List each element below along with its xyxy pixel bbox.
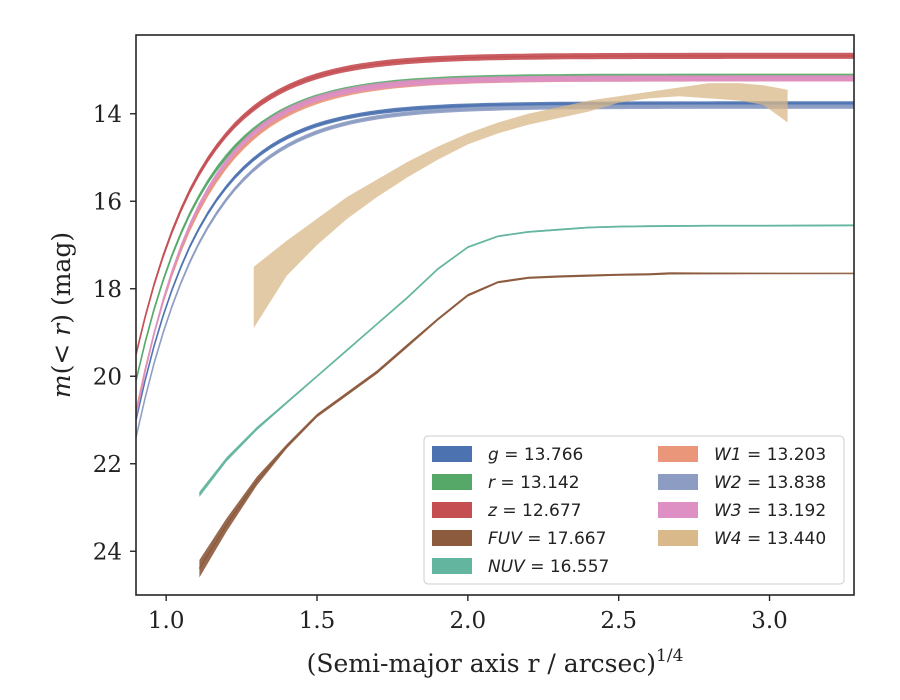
series-nuv — [198, 224, 854, 497]
y-tick-label: 22 — [93, 452, 122, 478]
series-w4 — [253, 83, 788, 329]
legend-label: NUV = 16.557 — [488, 557, 609, 577]
legend-frame — [423, 435, 845, 585]
series-z — [136, 52, 854, 358]
series-line — [198, 272, 854, 570]
y-tick-label: 20 — [93, 364, 122, 390]
legend-swatch — [658, 530, 698, 546]
x-tick-label: 1.5 — [299, 608, 336, 634]
legend-swatch — [432, 446, 472, 462]
legend-swatch — [432, 558, 472, 574]
x-axis: 1.0 1.5 2.0 2.5 3.0 — [148, 595, 788, 634]
legend-label: W2 = 13.838 — [714, 473, 826, 493]
series-g — [136, 101, 854, 423]
legend-item-fuv: FUV = 17.667 — [432, 529, 606, 549]
legend-item-nuv: NUV = 16.557 — [432, 557, 609, 577]
series-w3 — [136, 75, 854, 419]
legend-label: FUV = 17.667 — [488, 529, 606, 549]
x-axis-title: (Semi-major axis r / arcsec)1/4 — [307, 646, 684, 678]
legend-item-w3: W3 = 13.192 — [658, 501, 826, 521]
x-tick-label: 2.0 — [450, 608, 487, 634]
legend-item-r: r = 13.142 — [432, 473, 580, 493]
legend-item-w1: W1 = 13.203 — [658, 445, 826, 465]
legend-item-w4: W4 = 13.440 — [658, 529, 826, 549]
y-tick-label: 18 — [93, 277, 122, 303]
series-band — [253, 83, 788, 329]
y-axis-title: m(< r) (mag) — [47, 232, 76, 398]
legend-item-z: z = 12.677 — [432, 501, 581, 521]
legend-label: W3 = 13.192 — [714, 501, 826, 521]
x-axis-title-exponent: 1/4 — [656, 646, 683, 666]
series-w2 — [136, 104, 854, 440]
y-tick-label: 24 — [93, 539, 122, 565]
x-tick-label: 2.5 — [600, 608, 637, 634]
legend-label: W1 = 13.203 — [714, 445, 826, 465]
legend-swatch — [432, 474, 472, 490]
x-tick-label: 1.0 — [148, 608, 185, 634]
series-layer — [136, 52, 854, 578]
series-line — [136, 55, 854, 355]
series-line — [136, 102, 854, 421]
series-line — [136, 77, 854, 416]
legend-swatch — [658, 446, 698, 462]
series-line — [136, 105, 854, 438]
y-tick-label: 14 — [93, 102, 122, 128]
legend: g = 13.766 r = 13.142 z = 12.677 FUV = 17.6… — [423, 435, 845, 585]
legend-swatch — [432, 530, 472, 546]
legend-label: r = 13.142 — [488, 473, 580, 493]
legend-swatch — [658, 474, 698, 490]
plot-frame — [135, 34, 855, 596]
legend-label: z = 12.677 — [487, 501, 581, 521]
legend-label: g = 13.766 — [488, 445, 583, 465]
legend-swatch — [658, 502, 698, 518]
legend-label: W4 = 13.440 — [714, 529, 826, 549]
legend-item-g: g = 13.766 — [432, 445, 583, 465]
legend-swatch — [432, 502, 472, 518]
series-line — [198, 224, 854, 495]
series-fuv — [198, 272, 854, 578]
x-tick-label: 3.0 — [751, 608, 788, 634]
y-axis: 14 16 18 20 22 24 — [93, 102, 136, 565]
y-tick-label: 16 — [93, 189, 122, 215]
legend-item-w2: W2 = 13.838 — [658, 473, 826, 493]
